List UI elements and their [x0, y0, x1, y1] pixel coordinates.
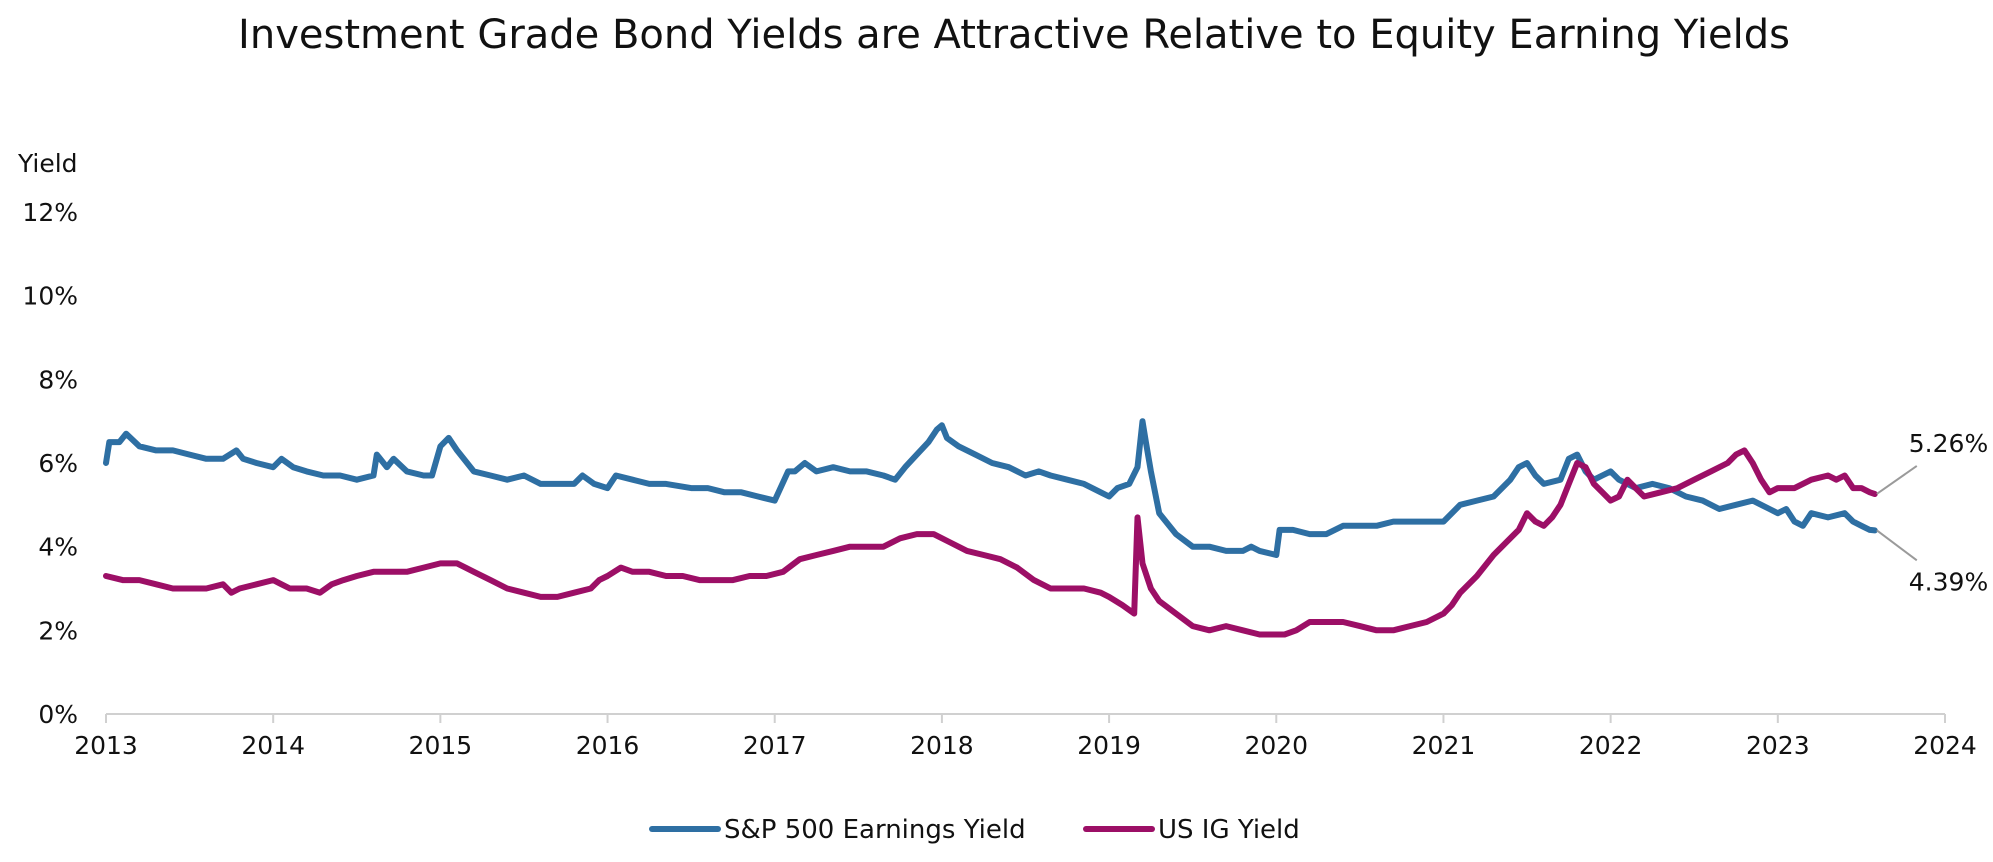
y-tick-label: 10%: [22, 282, 78, 311]
x-tick-label: 2017: [743, 731, 807, 760]
series-line-sp500-earnings-yield: [103, 418, 1878, 558]
x-tick-label: 2014: [241, 731, 305, 760]
x-tick-label: 2015: [409, 731, 473, 760]
x-tick-label: 2022: [1579, 731, 1643, 760]
x-tick-label: 2023: [1746, 731, 1810, 760]
annotation-leader-line: [1876, 465, 1918, 495]
x-tick-label: 2016: [576, 731, 640, 760]
legend-label: S&P 500 Earnings Yield: [724, 815, 1026, 845]
x-tick-label: 2021: [1412, 731, 1476, 760]
legend: S&P 500 Earnings Yield US IG Yield: [649, 815, 1300, 845]
x-tick-label: 2013: [74, 731, 138, 760]
annotation-label: 4.39%: [1909, 567, 1988, 596]
y-axis-ticks: 0% 2% 4% 6% 8% 10% 12%: [22, 198, 78, 729]
x-tick-label: 2024: [1913, 731, 1977, 760]
x-tick-label: 2018: [910, 731, 974, 760]
chart-title: Investment Grade Bond Yields are Attract…: [238, 12, 1790, 58]
y-axis-title: Yield: [17, 149, 78, 178]
legend-label: US IG Yield: [1158, 815, 1300, 845]
y-tick-label: 4%: [38, 533, 78, 562]
x-tick-label: 2020: [1244, 731, 1308, 760]
y-tick-label: 12%: [22, 198, 78, 227]
y-tick-label: 2%: [38, 616, 78, 645]
x-tick-label: 2019: [1077, 731, 1141, 760]
annotations: 5.26% 4.39%: [1876, 429, 1988, 596]
series-layer: [103, 418, 1878, 638]
series-line-us-ig-yield: [103, 447, 1878, 638]
x-axis: 2013 2014 2015 2016 2017 2018 2019 2020 2021 2022…: [74, 713, 1977, 760]
y-tick-label: 0%: [38, 700, 78, 729]
annotation-label: 5.26%: [1909, 429, 1988, 458]
y-tick-label: 6%: [38, 449, 78, 478]
annotation-leader-line: [1876, 529, 1918, 562]
y-tick-label: 8%: [38, 365, 78, 394]
